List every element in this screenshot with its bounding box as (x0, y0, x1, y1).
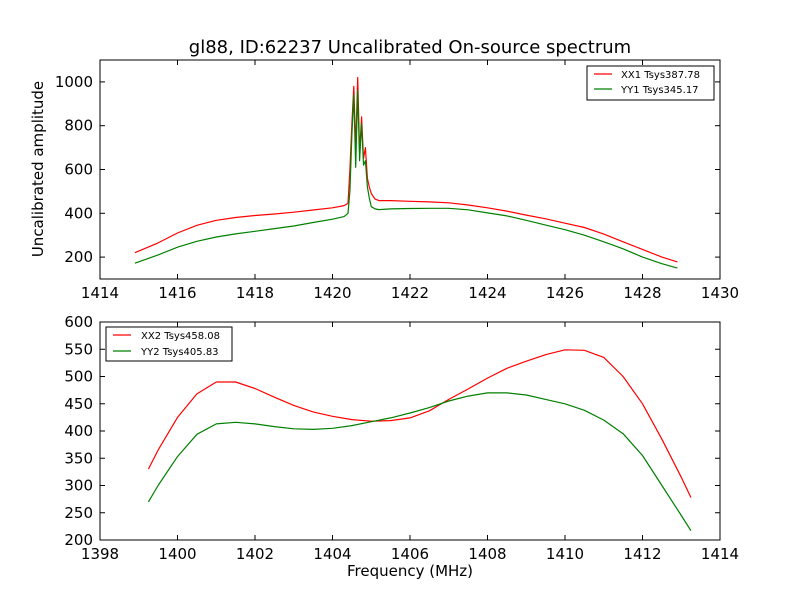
y-tick-label: 600 (64, 313, 93, 331)
y-tick-label: 600 (64, 161, 93, 179)
y-tick-label: 250 (64, 504, 93, 522)
y-tick-label: 400 (64, 422, 93, 440)
y-tick-label: 350 (64, 449, 93, 467)
legend: XX1 Tsys387.78 YY1 Tsys345.17 (586, 65, 715, 101)
series-layer (147, 349, 692, 532)
x-tick-label: 1412 (623, 545, 661, 563)
y-tick-label: 300 (64, 477, 93, 495)
x-tick-label: 1406 (391, 545, 429, 563)
x-tick-label: 1402 (236, 545, 274, 563)
axes-layer: 1398 1400 1402 1404 1406 1408 1410 1412 1414 200 2… (64, 313, 739, 563)
x-tick-label: 1410 (546, 545, 584, 563)
x-tick-label: 1424 (468, 284, 506, 302)
legend-label-yy2: YY2 Tsys405.83 (140, 347, 219, 358)
y-tick-label: 550 (64, 340, 93, 358)
series-line-yy1 (134, 90, 678, 269)
top-chart: gl88, ID:62237 Uncalibrated On-source sp… (29, 37, 739, 302)
x-tick-label: 1414 (701, 545, 739, 563)
y-tick-label: 1000 (55, 73, 93, 91)
x-tick-label: 1418 (236, 284, 274, 302)
legend-box (105, 326, 233, 362)
legend: XX2 Tsys458.08 YY2 Tsys405.83 (105, 326, 233, 362)
axes-layer: 1414 1416 1418 1420 1422 1424 1426 1428 1430 200 4… (55, 60, 739, 302)
series-line-xx1 (134, 76, 678, 263)
series-line-yy2 (147, 392, 692, 532)
legend-label-yy1: YY1 Tsys345.17 (620, 85, 699, 96)
y-tick-label: 400 (64, 204, 93, 222)
y-tick-label: 200 (64, 531, 93, 549)
bottom-chart: 1398 1400 1402 1404 1406 1408 1410 1412 1414 200 2… (64, 313, 739, 580)
y-tick-label: 200 (64, 248, 93, 266)
series-layer (134, 76, 678, 269)
y-tick-label: 800 (64, 117, 93, 135)
series-line-xx2 (147, 349, 692, 498)
x-tick-label: 1430 (701, 284, 739, 302)
y-axis-label: Uncalibrated amplitude (29, 81, 47, 257)
x-tick-label: 1422 (391, 284, 429, 302)
y-tick-label: 500 (64, 368, 93, 386)
x-tick-label: 1398 (81, 545, 119, 563)
x-tick-label: 1420 (313, 284, 351, 302)
x-tick-label: 1404 (313, 545, 351, 563)
x-tick-label: 1414 (81, 284, 119, 302)
legend-label-xx2: XX2 Tsys458.08 (141, 331, 220, 342)
legend-box (586, 65, 715, 101)
x-tick-label: 1400 (158, 545, 196, 563)
legend-label-xx1: XX1 Tsys387.78 (621, 70, 700, 81)
x-tick-label: 1428 (623, 284, 661, 302)
x-axis-label: Frequency (MHz) (347, 562, 473, 580)
chart-title: gl88, ID:62237 Uncalibrated On-source sp… (189, 37, 631, 58)
x-tick-label: 1416 (158, 284, 196, 302)
x-tick-label: 1426 (546, 284, 584, 302)
x-tick-label: 1408 (468, 545, 506, 563)
y-tick-label: 450 (64, 395, 93, 413)
